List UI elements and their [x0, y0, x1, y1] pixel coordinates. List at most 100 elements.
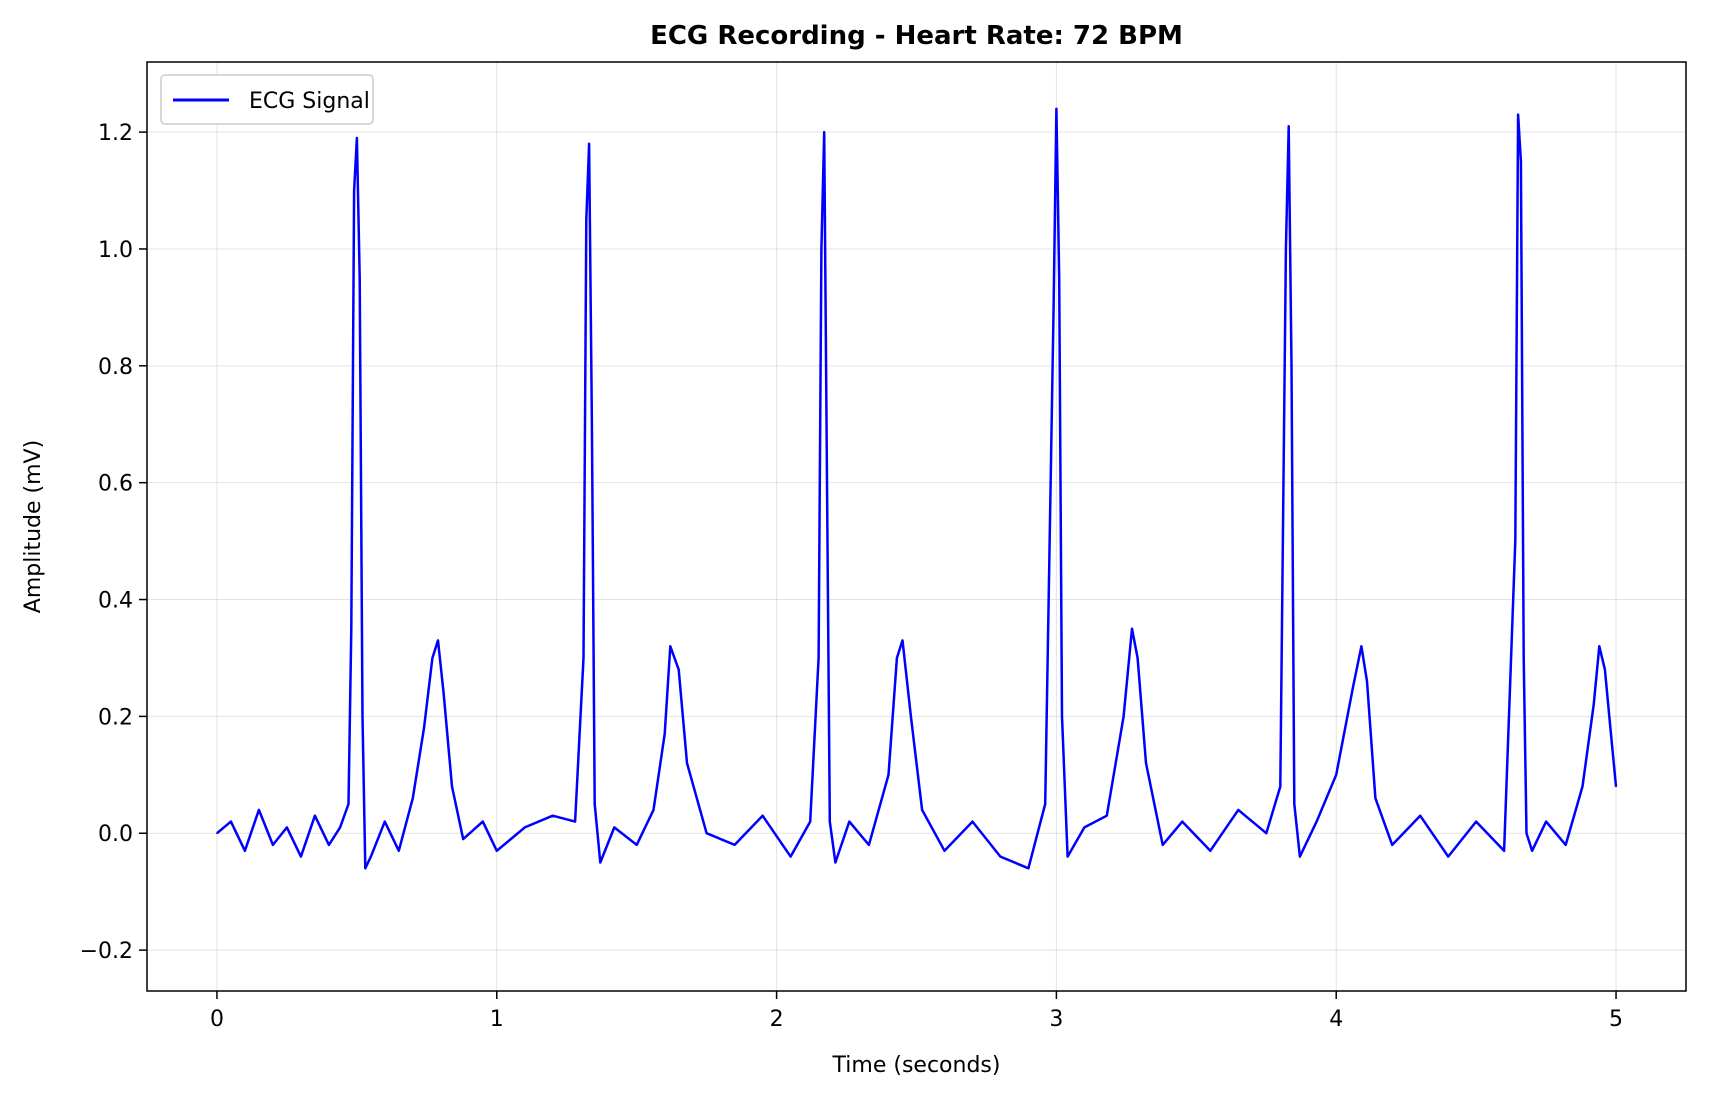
- x-tick-label: 3: [1049, 1007, 1063, 1032]
- data-point: [216, 832, 218, 834]
- data-point: [943, 850, 946, 852]
- data-point: [829, 820, 831, 823]
- data-point: [300, 855, 302, 858]
- data-point: [761, 814, 764, 817]
- data-point: [1052, 306, 1055, 309]
- data-point: [496, 850, 498, 852]
- data-point: [442, 692, 445, 694]
- legend-box: [160, 74, 374, 125]
- data-point: [1604, 668, 1606, 671]
- data-point: [258, 809, 260, 811]
- data-point: [230, 820, 232, 823]
- data-point: [817, 657, 820, 659]
- data-point: [244, 850, 246, 852]
- data-point: [1293, 803, 1296, 805]
- data-point: [370, 855, 372, 858]
- data-point: [1083, 826, 1086, 829]
- data-point: [1581, 785, 1584, 788]
- data-point: [423, 727, 425, 729]
- x-axis-label: Time (seconds): [832, 1053, 1001, 1078]
- data-point: [451, 785, 453, 788]
- data-point: [591, 423, 593, 426]
- data-point: [971, 820, 974, 823]
- data-point: [834, 861, 837, 864]
- data-point: [462, 838, 465, 840]
- data-point: [1447, 855, 1449, 858]
- data-point: [353, 189, 355, 192]
- data-point: [1055, 107, 1058, 110]
- x-axis-ticks: 0 1 2 3 4 5: [210, 991, 1623, 1032]
- data-point: [588, 143, 590, 145]
- x-tick-label: 0: [210, 1007, 224, 1032]
- y-tick-label: 1.2: [98, 121, 133, 146]
- data-point: [599, 861, 602, 864]
- data-point: [1106, 814, 1108, 817]
- data-point: [789, 855, 792, 858]
- data-point: [272, 844, 274, 846]
- data-point: [551, 814, 554, 817]
- y-tick-label: 0.0: [98, 822, 133, 847]
- y-tick-label: 1.0: [98, 238, 133, 263]
- data-point: [1531, 850, 1533, 852]
- data-point: [358, 277, 361, 280]
- data-point: [613, 826, 616, 829]
- data-point: [999, 855, 1002, 858]
- data-point: [1299, 855, 1301, 858]
- data-point: [1352, 686, 1354, 688]
- data-point: [1335, 774, 1337, 776]
- y-tick-label: 0.4: [98, 589, 133, 614]
- x-tick-label: 1: [490, 1007, 504, 1032]
- data-point: [826, 481, 828, 484]
- data-point: [1374, 797, 1377, 799]
- y-axis-ticks: −0.2 0.0 0.2 0.4 0.6 0.8 1.0 1.2: [80, 121, 147, 964]
- data-point: [1122, 715, 1125, 718]
- data-point: [1027, 867, 1030, 870]
- data-point: [1265, 832, 1268, 834]
- grid-layer: [147, 62, 1686, 991]
- data-point: [1058, 277, 1060, 280]
- data-point: [314, 814, 316, 817]
- data-point: [437, 639, 439, 642]
- data-point: [663, 733, 666, 735]
- data-point: [1419, 814, 1421, 817]
- data-point: [356, 137, 358, 139]
- data-point: [412, 797, 414, 799]
- data-point: [574, 820, 576, 823]
- data-point: [635, 844, 638, 846]
- y-tick-label: −0.2: [80, 939, 133, 964]
- data-point: [524, 826, 526, 829]
- data-point: [347, 803, 350, 805]
- data-point: [1136, 657, 1139, 659]
- data-point: [1131, 627, 1133, 630]
- data-point: [585, 219, 588, 221]
- data-point: [1514, 540, 1517, 542]
- data-point: [1044, 803, 1046, 805]
- data-point: [1522, 657, 1525, 659]
- data-point: [1290, 365, 1293, 367]
- data-point: [1609, 727, 1612, 729]
- data-point: [1475, 820, 1477, 823]
- data-point: [1564, 844, 1567, 846]
- data-point: [361, 715, 364, 718]
- data-point: [868, 844, 870, 846]
- data-point: [1517, 113, 1519, 116]
- data-point: [896, 657, 898, 659]
- data-point: [364, 867, 367, 870]
- data-point: [705, 832, 708, 834]
- data-point: [1237, 809, 1240, 811]
- y-tick-label: 0.2: [98, 705, 133, 730]
- data-point: [652, 809, 655, 811]
- data-point: [1391, 844, 1393, 846]
- data-point: [1161, 844, 1164, 846]
- y-axis-label: Amplitude (mV): [21, 440, 46, 613]
- data-point: [431, 657, 434, 659]
- data-point: [921, 809, 923, 811]
- data-point: [1287, 125, 1290, 128]
- data-point: [823, 131, 825, 133]
- data-point: [669, 645, 672, 648]
- data-point: [1181, 820, 1184, 823]
- data-point: [1503, 850, 1505, 852]
- chart-title: ECG Recording - Heart Rate: 72 BPM: [650, 21, 1183, 51]
